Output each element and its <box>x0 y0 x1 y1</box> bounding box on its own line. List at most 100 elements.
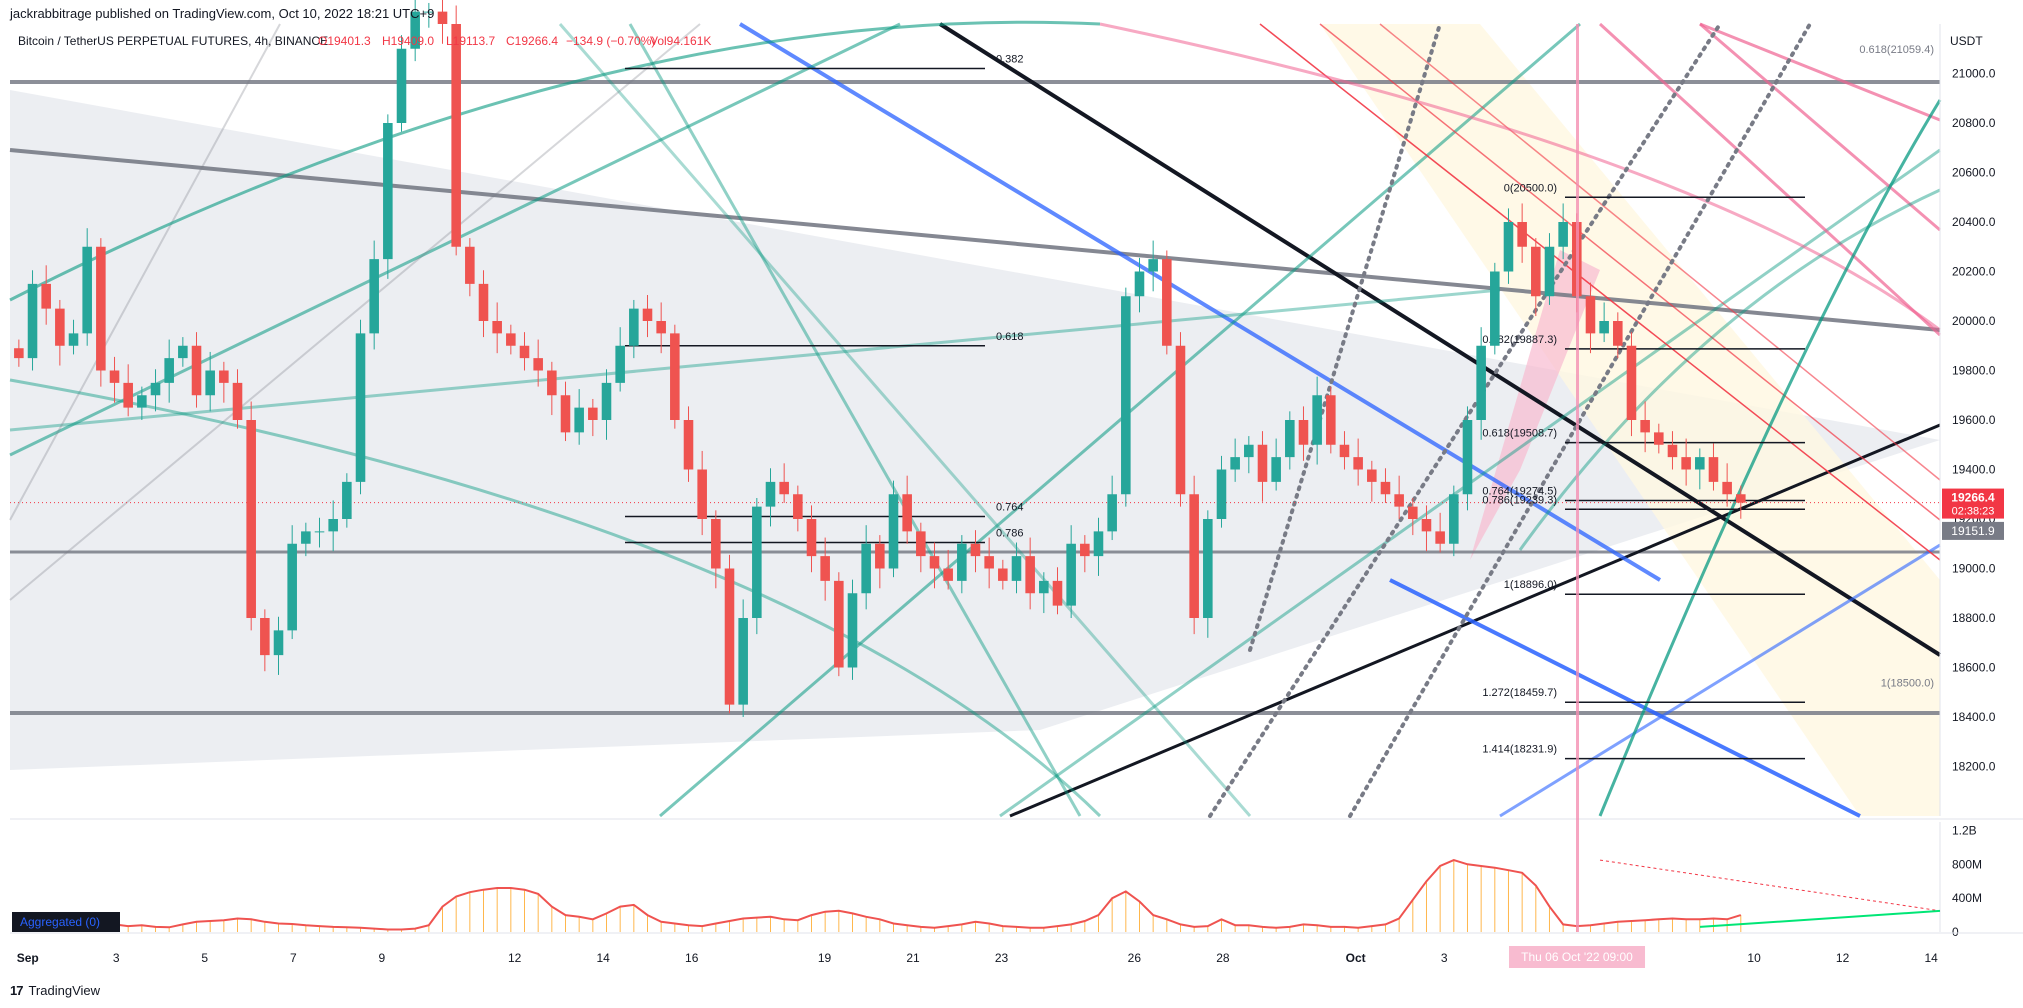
candle-body <box>1257 444 1268 482</box>
price-tick-label: 19600.0 <box>1952 413 1996 427</box>
candle-body <box>1011 556 1022 581</box>
crosshair-line <box>1576 24 1580 932</box>
candle-body <box>123 382 133 408</box>
time-tick-label: 19 <box>818 951 832 965</box>
overlay: Thu 06 Oct '22 09:00 <box>1509 24 1646 968</box>
volume-tick-label: 800M <box>1952 857 1982 871</box>
trend-line <box>938 22 1942 657</box>
candle-body <box>1121 296 1131 495</box>
candle-body <box>1490 271 1500 346</box>
time-tick-label: 9 <box>378 951 385 965</box>
fib-label: 0.786(19239.3) <box>1482 494 1557 506</box>
volume-pane-label: Aggregated (0) <box>20 915 100 929</box>
candle-body <box>1134 271 1145 297</box>
candle-body <box>355 333 366 482</box>
candle-body <box>1025 556 1035 594</box>
candle-body <box>574 407 584 433</box>
drawing-lines <box>9 20 1942 818</box>
candle-body <box>410 11 420 49</box>
candle-body <box>601 382 612 420</box>
candle-body <box>342 481 352 519</box>
fib-label: 0.764(19274.5) <box>1482 486 1557 498</box>
candle-body <box>1476 345 1486 420</box>
fib-label: 0(20500.0) <box>1504 182 1557 194</box>
price-tick-label: 19400.0 <box>1952 463 1996 477</box>
level-label: 19151.9 <box>1951 524 1995 538</box>
fib-label: 0.618(19508.7) <box>1482 428 1557 440</box>
candle-body <box>383 123 393 260</box>
candle-body <box>1326 395 1336 445</box>
time-tick-label: 12 <box>508 951 522 965</box>
candle-body <box>738 618 748 705</box>
volume-label-bg <box>12 912 120 932</box>
candle-body <box>1052 580 1063 606</box>
candle-body <box>1039 580 1049 594</box>
candle-body <box>588 407 598 420</box>
candle-body <box>478 283 489 321</box>
candle-body <box>1708 457 1719 482</box>
trend-line <box>1598 22 1942 337</box>
candle-body <box>1244 444 1254 458</box>
time-tick-label: 21 <box>906 951 920 965</box>
candle-body <box>820 556 830 581</box>
price-tick-label: 20000.0 <box>1952 314 1996 328</box>
time-tick-label: 5 <box>201 951 208 965</box>
candle-body <box>1203 519 1213 618</box>
dotted-line <box>1348 22 1812 818</box>
candle-body <box>1599 321 1609 334</box>
time-tick-label: 16 <box>685 951 699 965</box>
candle-body <box>875 543 885 569</box>
last-price-tag <box>1942 488 2004 519</box>
triangle-shade <box>10 90 1940 770</box>
price-tick-label: 19000.0 <box>1952 562 1996 576</box>
candle-body <box>137 395 147 408</box>
candle-body <box>492 321 502 334</box>
legend-volume: Vol94.161K <box>650 34 711 48</box>
candle-body <box>1681 457 1691 470</box>
candle-body <box>1626 345 1637 420</box>
candle-body <box>670 333 680 420</box>
candle-body <box>533 358 543 371</box>
trend-line <box>9 148 1941 332</box>
trend-line <box>628 23 1082 817</box>
candle-body <box>1285 420 1295 458</box>
time-tick-label: 28 <box>1216 951 1230 965</box>
candle-body <box>779 481 789 495</box>
crosshair-tag <box>1509 946 1646 968</box>
fib-label-left: 0.382 <box>996 54 1024 66</box>
candle-body <box>14 348 24 359</box>
trend-line <box>9 288 1501 432</box>
candle-body <box>1544 246 1555 297</box>
time-axis: Sep35791214161921232628Oct357101214 <box>10 932 2023 965</box>
candle-body <box>547 370 557 396</box>
candle-body <box>1517 222 1527 247</box>
candle-body <box>96 246 106 371</box>
trend-line <box>1259 23 1941 561</box>
time-tick-label: 23 <box>995 951 1009 965</box>
price-tick-label: 18400.0 <box>1952 710 1996 724</box>
candle-body <box>1613 321 1623 346</box>
trend-line <box>1499 543 1941 818</box>
trend-line <box>558 23 1252 817</box>
candle-body <box>560 395 571 433</box>
last-price-label: 19266.4 <box>1951 491 1995 505</box>
candle-body <box>1640 420 1650 433</box>
candle-body <box>1066 543 1076 606</box>
candle-body <box>260 618 270 656</box>
volume-tick-label: 0 <box>1952 925 1959 939</box>
time-tick-label: 3 <box>1441 951 1448 965</box>
volume-tick-label: 400M <box>1952 891 1982 905</box>
price-tick-label: 20200.0 <box>1952 265 1996 279</box>
time-tick-label: 12 <box>1836 951 1850 965</box>
legend-symbol: Bitcoin / TetherUS PERPETUAL FUTURES, 4h… <box>18 34 328 48</box>
tradingview-logo[interactable]: 17 TradingView <box>10 983 100 998</box>
candle-body <box>1230 457 1240 470</box>
candle-body <box>683 420 694 470</box>
candle-body <box>752 506 762 618</box>
candle-body <box>1339 444 1350 458</box>
candle-body <box>1462 420 1473 495</box>
candle-body <box>301 531 311 544</box>
trend-line <box>738 22 1662 582</box>
candle-body <box>1175 345 1186 495</box>
